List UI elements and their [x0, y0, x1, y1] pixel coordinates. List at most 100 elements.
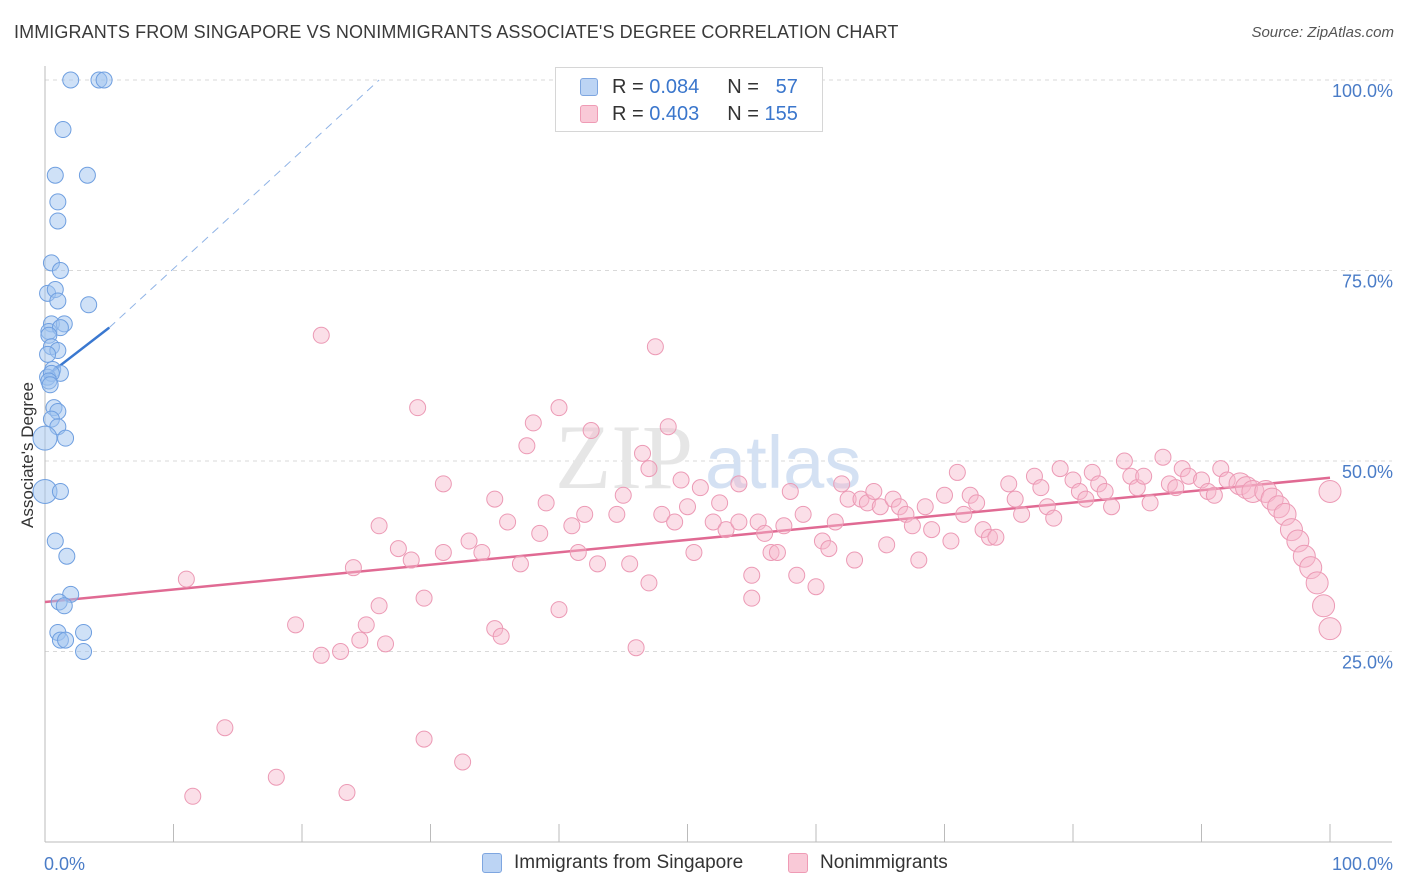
- y-tick-label: 100.0%: [1332, 81, 1393, 101]
- data-point-nonimmigrants: [550, 601, 568, 619]
- data-point-singapore: [62, 71, 80, 89]
- data-point-nonimmigrants: [563, 517, 581, 535]
- trend-line-nonimmigrants: [44, 476, 1331, 604]
- data-point-nonimmigrants: [627, 639, 645, 657]
- data-point-singapore: [46, 166, 64, 184]
- data-point-nonimmigrants: [486, 490, 504, 508]
- data-point-nonimmigrants: [1000, 475, 1018, 493]
- data-point-nonimmigrants: [518, 437, 536, 455]
- data-point-singapore: [57, 631, 75, 649]
- data-point-nonimmigrants: [537, 494, 555, 512]
- data-point-nonimmigrants: [762, 543, 780, 561]
- data-point-nonimmigrants: [634, 444, 652, 462]
- data-point-nonimmigrants: [666, 513, 684, 531]
- data-point-nonimmigrants: [1228, 472, 1252, 496]
- data-point-nonimmigrants: [1180, 467, 1198, 485]
- data-point-nonimmigrants: [1254, 479, 1278, 503]
- data-point-nonimmigrants: [794, 505, 812, 523]
- singapore-points: [32, 71, 113, 660]
- series-legend-item-nonimmigrants: Nonimmigrants: [788, 852, 948, 874]
- data-point-singapore: [58, 547, 76, 565]
- data-point-nonimmigrants: [1006, 490, 1024, 508]
- data-point-nonimmigrants: [788, 566, 806, 584]
- y-tick-label: 75.0%: [1342, 272, 1393, 292]
- data-point-nonimmigrants: [672, 471, 690, 489]
- data-point-nonimmigrants: [1077, 490, 1095, 508]
- data-point-singapore: [57, 429, 75, 447]
- data-point-nonimmigrants: [460, 532, 478, 550]
- data-point-nonimmigrants: [756, 524, 774, 542]
- data-point-nonimmigrants: [916, 498, 934, 516]
- data-point-nonimmigrants: [865, 482, 883, 500]
- data-point-nonimmigrants: [781, 482, 799, 500]
- data-point-nonimmigrants: [267, 768, 285, 786]
- data-point-nonimmigrants: [473, 543, 491, 561]
- data-point-nonimmigrants: [1234, 476, 1258, 500]
- data-point-nonimmigrants: [1260, 487, 1284, 511]
- data-point-nonimmigrants: [434, 543, 452, 561]
- data-point-nonimmigrants: [1318, 617, 1342, 641]
- data-point-nonimmigrants: [1135, 467, 1153, 485]
- series-legend-label-singapore: Immigrants from Singapore: [514, 852, 744, 873]
- watermark-atlas: atlas: [705, 421, 861, 504]
- data-point-nonimmigrants: [653, 505, 671, 523]
- data-point-nonimmigrants: [1205, 486, 1223, 504]
- data-point-nonimmigrants: [980, 528, 998, 546]
- legend-swatch-nonimmigrants: [580, 105, 598, 123]
- data-point-nonimmigrants: [948, 463, 966, 481]
- data-point-singapore: [49, 292, 67, 310]
- data-point-nonimmigrants: [370, 517, 388, 535]
- data-point-nonimmigrants: [357, 616, 375, 634]
- data-point-nonimmigrants: [711, 494, 729, 512]
- axes: [44, 66, 1392, 843]
- data-point-nonimmigrants: [640, 574, 658, 592]
- data-point-nonimmigrants: [434, 475, 452, 493]
- data-point-nonimmigrants: [499, 513, 517, 531]
- data-point-singapore: [51, 482, 69, 500]
- data-point-nonimmigrants: [582, 422, 600, 440]
- data-point-nonimmigrants: [1013, 505, 1031, 523]
- data-point-nonimmigrants: [1115, 452, 1133, 470]
- data-point-nonimmigrants: [955, 505, 973, 523]
- data-point-nonimmigrants: [492, 627, 510, 645]
- data-point-nonimmigrants: [454, 753, 472, 771]
- data-point-nonimmigrants: [1051, 460, 1069, 478]
- data-point-nonimmigrants: [1279, 518, 1303, 542]
- data-point-nonimmigrants: [1032, 479, 1050, 497]
- trend-lines: [44, 79, 1331, 604]
- data-point-nonimmigrants: [524, 414, 542, 432]
- data-point-nonimmigrants: [1318, 479, 1342, 503]
- data-point-nonimmigrants: [344, 559, 362, 577]
- data-point-nonimmigrants: [640, 460, 658, 478]
- data-point-nonimmigrants: [1141, 494, 1159, 512]
- data-point-nonimmigrants: [775, 517, 793, 535]
- data-point-nonimmigrants: [1286, 529, 1310, 553]
- y-axis-title: Associate's Degree: [18, 382, 37, 528]
- data-point-nonimmigrants: [768, 543, 786, 561]
- data-point-nonimmigrants: [685, 543, 703, 561]
- data-point-nonimmigrants: [833, 475, 851, 493]
- data-point-nonimmigrants: [177, 570, 195, 588]
- data-point-singapore: [39, 345, 57, 363]
- y-tick-label: 25.0%: [1342, 653, 1393, 673]
- data-point-nonimmigrants: [1103, 498, 1121, 516]
- data-point-nonimmigrants: [332, 643, 350, 660]
- data-point-nonimmigrants: [1167, 479, 1185, 497]
- data-point-nonimmigrants: [1096, 482, 1114, 500]
- data-point-nonimmigrants: [389, 540, 407, 558]
- legend-n-value-nonimmigrants: 155: [764, 102, 798, 125]
- data-point-nonimmigrants: [550, 399, 568, 417]
- data-point-nonimmigrants: [216, 719, 234, 737]
- data-point-nonimmigrants: [910, 551, 928, 569]
- data-point-nonimmigrants: [1045, 509, 1063, 527]
- data-point-nonimmigrants: [409, 399, 427, 417]
- data-point-singapore: [95, 71, 113, 89]
- data-point-nonimmigrants: [839, 490, 857, 508]
- data-point-singapore: [51, 262, 69, 279]
- data-point-nonimmigrants: [589, 555, 607, 573]
- y-tick-label: 50.0%: [1342, 462, 1393, 482]
- data-point-nonimmigrants: [576, 505, 594, 523]
- data-point-nonimmigrants: [415, 589, 433, 607]
- data-point-nonimmigrants: [691, 479, 709, 497]
- data-point-nonimmigrants: [312, 646, 330, 664]
